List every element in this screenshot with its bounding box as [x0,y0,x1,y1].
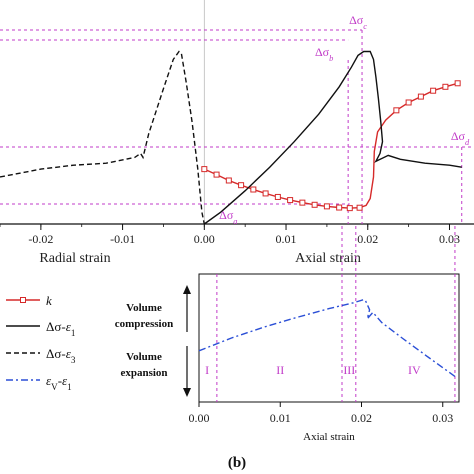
arrow-down-head [183,388,191,397]
series-point-k [299,199,306,206]
series-point-k [311,201,318,208]
legend-label-2-part-0: Δσ [46,346,61,361]
x-tick-label: 0.02 [357,232,378,246]
series-point-k [393,107,400,114]
stress-label-d: Δσd [451,129,470,147]
series-point-k [417,93,424,100]
stage-label-II: II [276,363,284,377]
bottom-x-axis-label: Axial strain [303,431,355,443]
legend-label-1: Δσ-ε1 [46,319,75,338]
bottom-x-tick-label: 0.01 [270,411,291,425]
series-point-k [346,205,353,212]
series-point-k [213,171,220,178]
legend-label-3-part-4: 1 [67,382,72,392]
stress-label-c: Δσc [349,13,367,31]
series-point-k [225,177,232,184]
stress-label-b-part-0: Δσ [315,45,330,59]
series-line-radial [0,50,205,225]
stress-label-d-part-0: Δσ [451,129,466,143]
legend-item-1: Δσ-ε1 [6,319,75,338]
series-point-k [274,193,281,200]
stress-label-c-part-0: Δσ [349,13,364,27]
x-axis-label-radial: Radial strain [39,251,110,266]
stage-label-I: I [205,363,209,377]
ylabel-compression-2: compression [115,318,173,330]
panel-label: (b) [228,455,246,471]
series-point-k [430,87,437,94]
series-point-k [442,83,449,90]
legend-label-3-part-2: - [58,373,62,388]
ylabel-expansion-2: expansion [120,367,167,379]
bottom-x-tick-label: 0.02 [351,411,372,425]
x-tick-label: -0.01 [110,232,135,246]
x-tick-label: 0.00 [194,232,215,246]
series-point-k [323,203,330,210]
series-point-k [405,99,412,106]
x-tick-label: 0.01 [276,232,297,246]
stress-label-a-part-0: Δσ [219,208,234,222]
series-point-k [287,197,294,204]
legend-item-2: Δσ-ε3 [6,346,76,365]
series-point-k [262,190,269,197]
legend-label-0: k [46,293,52,308]
bottom-plot-frame [198,273,460,403]
legend-label-1-part-1: - [61,319,65,334]
series-point-k [238,182,245,189]
stress-label-a-part-1: a [233,217,237,226]
stress-label-b: Δσb [315,45,333,63]
bottom-x-tick-label: 0.03 [432,411,453,425]
series-line-axial [203,50,462,225]
stress-label-b-part-1: b [329,54,333,63]
legend-label-2-part-2: ε [66,346,72,361]
ylabel-expansion-1: Volume [126,351,162,363]
arrow-up-head [183,285,191,294]
bottom-x-tick-label: 0.00 [189,411,210,425]
legend-label-0-part-0: k [46,293,52,308]
series-point-k [201,166,208,173]
legend-label-3-part-3: ε [62,373,68,388]
x-tick-label: -0.02 [28,232,53,246]
stress-label-d-part-1: d [465,138,470,147]
legend-label-1-part-2: ε [66,319,72,334]
legend-label-1-part-0: Δσ [46,319,61,334]
series-point-k [454,80,461,87]
stage-label-III: III [343,363,355,377]
legend-label-2: Δσ-ε3 [46,346,76,365]
series-line-volumetric [198,298,456,377]
legend-label-1-part-3: 1 [71,328,76,338]
legend-label-2-part-3: 3 [71,355,76,365]
ylabel-compression-1: Volume [126,302,162,314]
legend-item-3: εV-ε1 [6,373,72,392]
series-point-k [250,186,257,193]
legend-swatch-marker [20,297,26,303]
legend-label-3-part-0: ε [46,373,52,388]
legend-label-3: εV-ε1 [46,373,72,392]
legend-label-3-part-1: V [51,382,58,392]
stress-strain-panel: -0.02 -0.01 0.00 0.01 0.02 0.03 Radial strain A… [0,0,474,266]
stress-label-a: Δσa [219,208,237,226]
stage-label-IV: IV [408,363,421,377]
x-axis-label-axial: Axial strain [295,251,361,266]
series-point-k [356,204,363,211]
x-tick-label: 0.03 [439,232,460,246]
series-line-k [204,82,458,209]
series-point-k [336,204,343,211]
stress-label-c-part-1: c [363,22,367,31]
legend-label-2-part-1: - [61,346,65,361]
legend-item-0: k [6,293,52,308]
